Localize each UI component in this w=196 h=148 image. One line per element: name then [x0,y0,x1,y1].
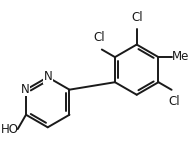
Text: HO: HO [1,123,19,136]
Text: Cl: Cl [94,31,105,44]
Text: N: N [21,83,30,96]
Text: N: N [44,70,53,83]
Text: Me: Me [172,50,189,63]
Text: Cl: Cl [131,11,142,24]
Text: Cl: Cl [168,95,180,108]
